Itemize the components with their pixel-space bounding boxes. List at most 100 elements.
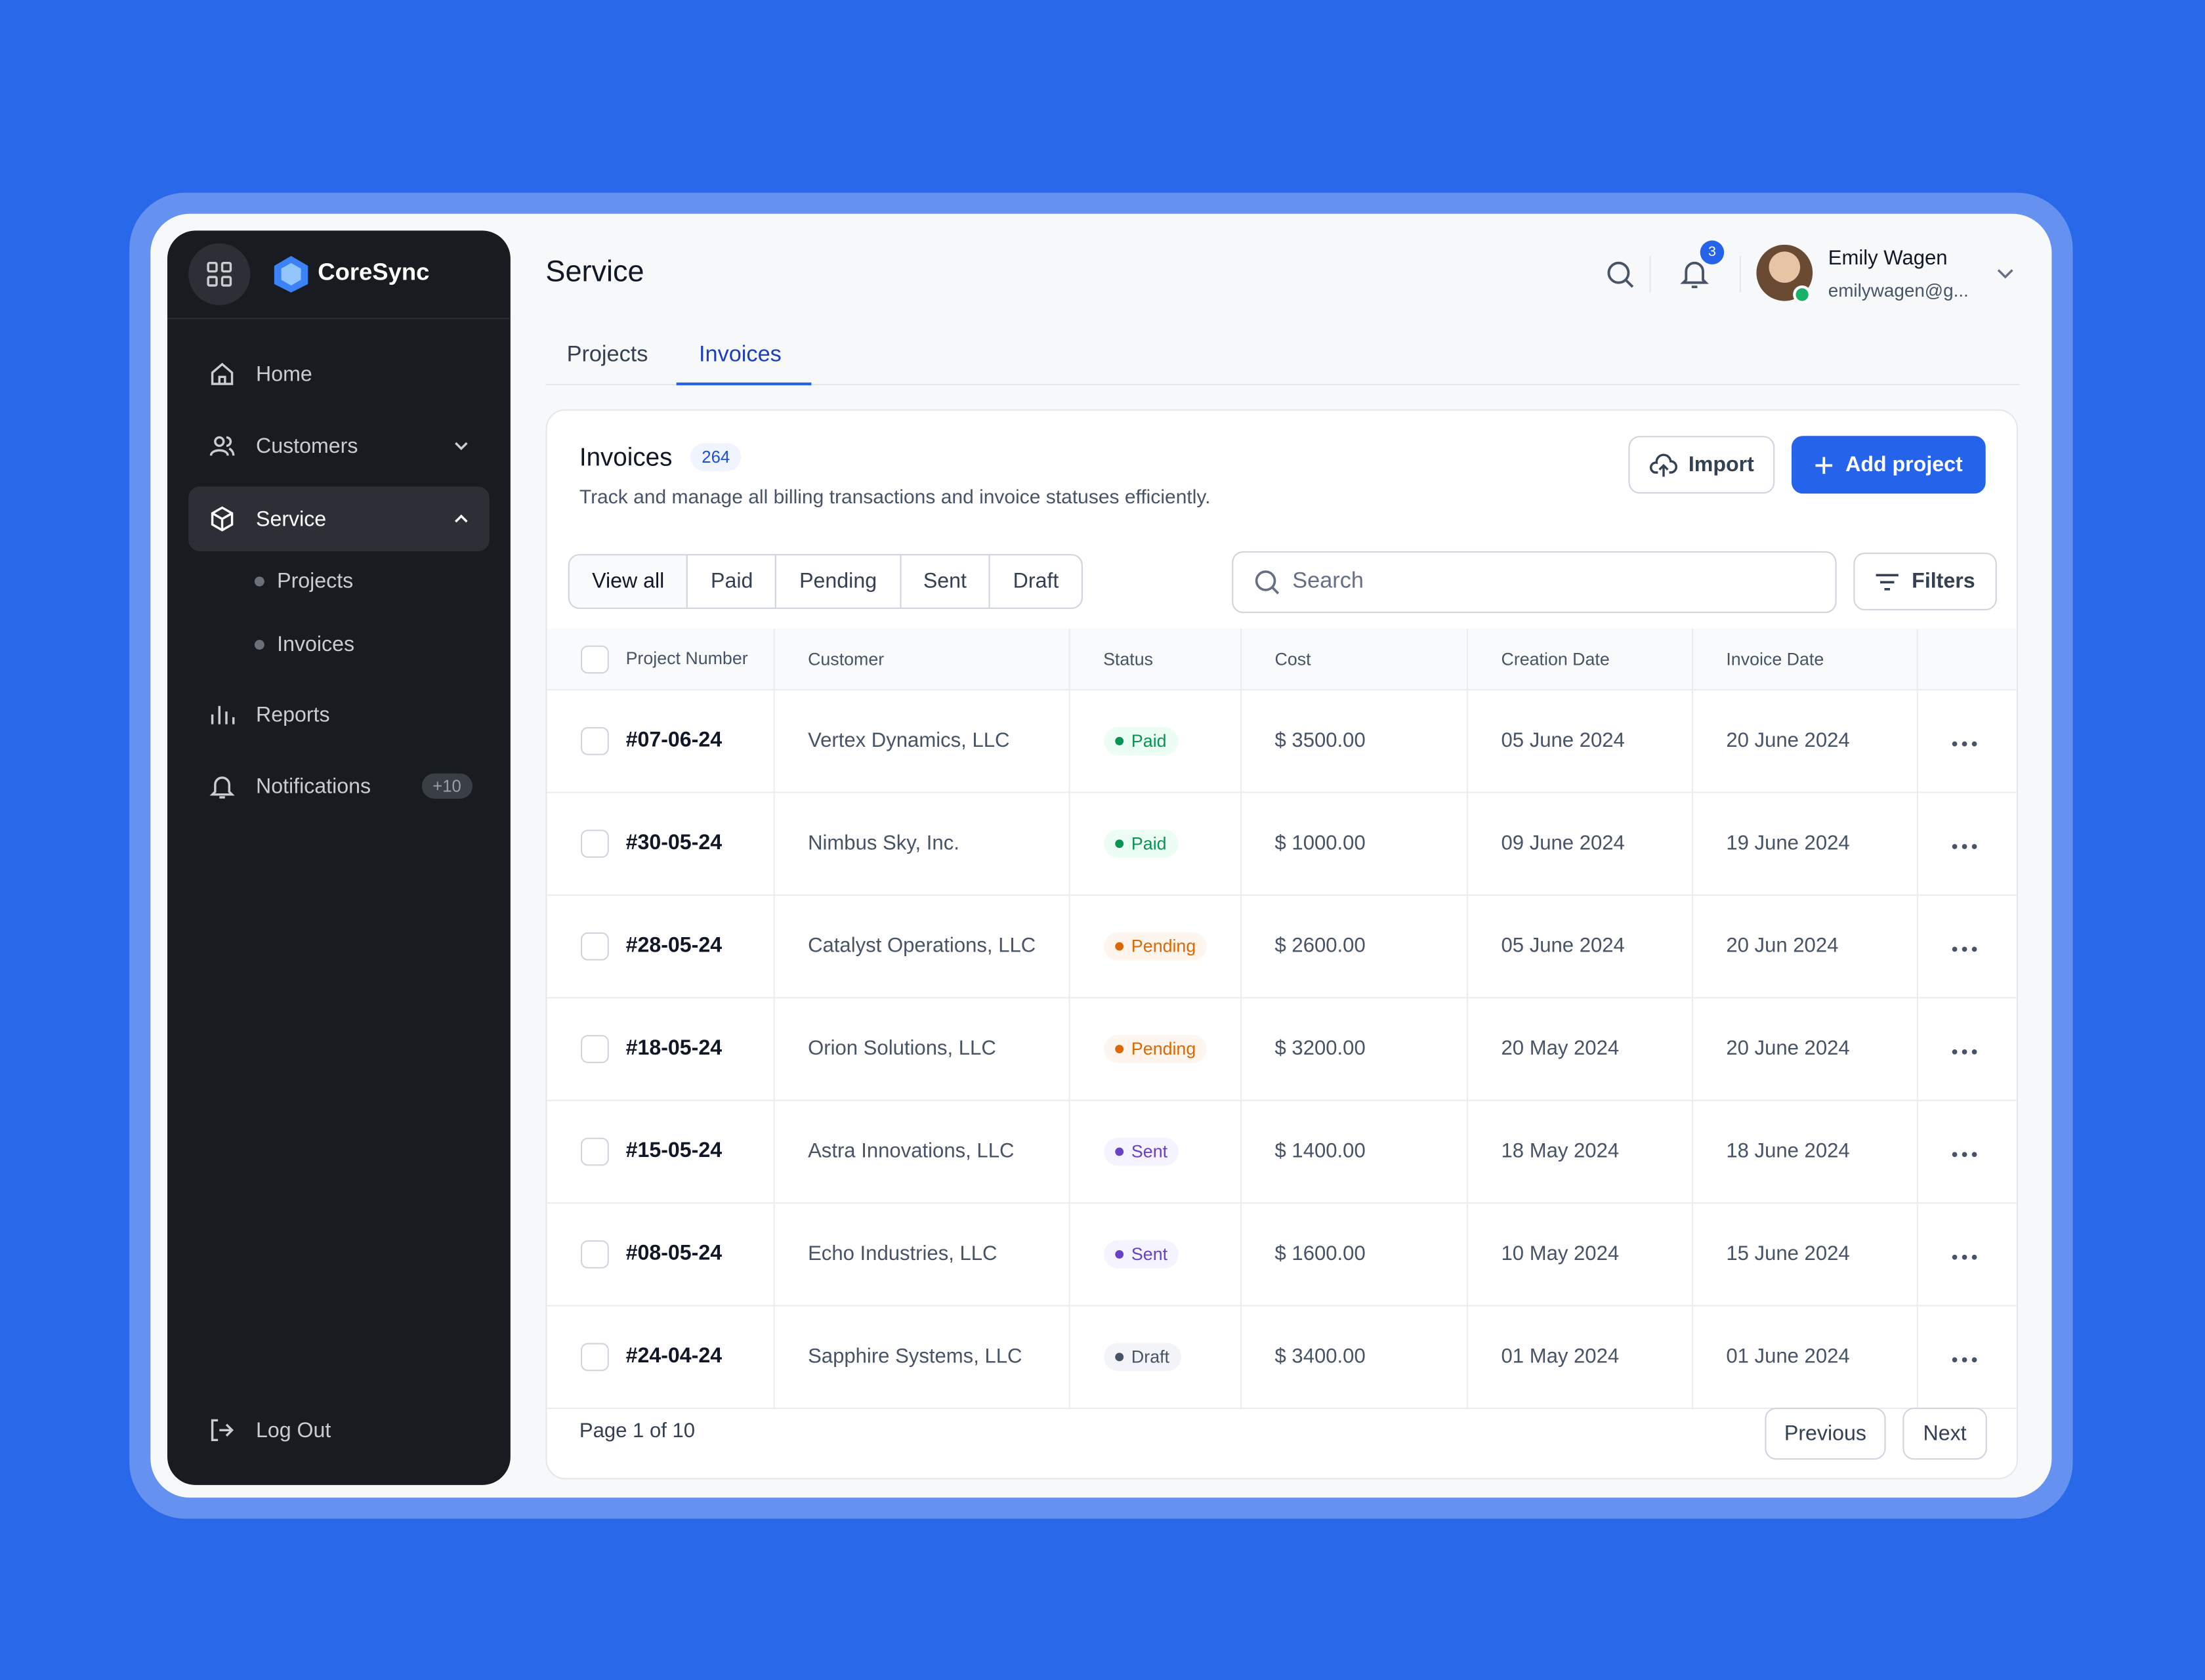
cell-text: $ 2600.00	[1274, 935, 1366, 958]
column-label: Creation Date	[1501, 648, 1610, 669]
checkbox[interactable]	[581, 1240, 609, 1269]
project-number: #08-05-24	[625, 1241, 723, 1266]
filters-button[interactable]: Filters	[1853, 553, 1997, 610]
filter-option[interactable]: Pending	[777, 555, 901, 608]
bell-icon[interactable]	[1679, 257, 1710, 291]
table-cell: 05 June 2024	[1467, 894, 1692, 999]
add-project-button[interactable]: Add project	[1792, 436, 1986, 494]
table-cell: 05 June 2024	[1467, 690, 1692, 793]
cell-text: Astra Innovations, LLC	[808, 1140, 1015, 1164]
status-pill: Sent	[1103, 1240, 1179, 1269]
tab-active[interactable]: Invoices	[699, 343, 782, 368]
column-label: Project Number	[625, 648, 748, 668]
project-number: #28-05-24	[625, 933, 723, 957]
table-row: #24-04-24 Sapphire Systems, LLC Draft $ 340…	[547, 1305, 2017, 1410]
row-actions[interactable]	[1951, 1254, 1977, 1260]
nav-reports[interactable]: Reports	[188, 682, 490, 747]
checkbox[interactable]	[581, 1035, 609, 1063]
nav-label: Home	[256, 362, 312, 387]
column-header: Customer	[773, 628, 1070, 691]
checkbox[interactable]	[581, 830, 609, 858]
row-actions[interactable]	[1951, 844, 1977, 850]
status-pill: Draft	[1103, 1343, 1181, 1372]
status-label: Sent	[1131, 1244, 1168, 1265]
panel-description: Track and manage all billing transaction…	[579, 485, 1211, 508]
import-button[interactable]: Import	[1628, 436, 1775, 494]
previous-button[interactable]: Previous	[1765, 1408, 1886, 1460]
table-cell: $ 1000.00	[1240, 792, 1468, 896]
project-number: #30-05-24	[625, 831, 723, 855]
table-cell: 09 June 2024	[1467, 792, 1692, 896]
button-label: Filters	[1912, 569, 1975, 594]
table-cell	[1916, 690, 2017, 793]
row-actions[interactable]	[1951, 946, 1977, 952]
table-cell: 18 June 2024	[1691, 1100, 1918, 1204]
nav-badge: +10	[421, 773, 472, 799]
status-label: Draft	[1131, 1347, 1169, 1367]
filter-option[interactable]: Paid	[688, 555, 777, 608]
row-actions[interactable]	[1951, 1357, 1977, 1363]
project-number: #07-06-24	[625, 728, 723, 753]
search-icon[interactable]	[1605, 259, 1635, 289]
nav-customers[interactable]: Customers	[188, 413, 490, 478]
page-indicator: Page 1 of 10	[579, 1420, 696, 1443]
cell-text: $ 1600.00	[1274, 1243, 1366, 1266]
header-row: Project Number Customer Status Cost Creation…	[547, 628, 2017, 691]
invoice-table: Project Number Customer Status Cost Creation…	[547, 628, 2017, 1410]
table-cell: #28-05-24	[547, 894, 774, 999]
cell-text: 05 June 2024	[1501, 730, 1625, 753]
table-cell: Echo Industries, LLC	[773, 1203, 1070, 1307]
logout[interactable]: Log Out	[188, 1398, 490, 1463]
nav-sub-invoices[interactable]: Invoices	[254, 633, 355, 657]
checkbox[interactable]	[581, 1137, 609, 1166]
nav-sub-projects[interactable]: Projects	[254, 570, 353, 593]
search-box[interactable]: Search	[1232, 551, 1837, 614]
filter-option[interactable]: Sent	[901, 555, 991, 608]
checkbox[interactable]	[581, 1343, 609, 1372]
table-row: #18-05-24 Orion Solutions, LLC Pending $ 32…	[547, 998, 2017, 1101]
nav-label: Invoices	[277, 633, 355, 657]
cell-text: 05 June 2024	[1501, 935, 1625, 958]
status-label: Paid	[1131, 833, 1167, 854]
checkbox[interactable]	[581, 644, 609, 673]
table-cell: $ 1400.00	[1240, 1100, 1468, 1204]
checkbox[interactable]	[581, 726, 609, 755]
nav-notifications[interactable]: Notifications +10	[188, 754, 490, 819]
column-header: Project Number	[547, 628, 774, 691]
menu-button[interactable]	[188, 243, 251, 305]
table-cell: #18-05-24	[547, 998, 774, 1101]
table-cell: Sent	[1068, 1203, 1242, 1307]
cell-text: 18 May 2024	[1501, 1140, 1620, 1164]
table-cell: 01 May 2024	[1467, 1305, 1692, 1410]
column-label: Customer	[808, 648, 885, 669]
filter-option[interactable]: Draft	[1013, 569, 1059, 594]
cell-text: 20 June 2024	[1726, 1038, 1850, 1060]
checkbox[interactable]	[581, 932, 609, 961]
table-row: #28-05-24 Catalyst Operations, LLC Pending…	[547, 894, 2017, 999]
tab[interactable]: Projects	[566, 343, 648, 368]
filter-option[interactable]: View all	[569, 555, 688, 608]
nav-label: Service	[256, 507, 327, 531]
table-cell: Orion Solutions, LLC	[773, 998, 1070, 1101]
row-actions[interactable]	[1951, 1049, 1977, 1055]
cell-text: 01 June 2024	[1726, 1345, 1850, 1368]
next-button[interactable]: Next	[1902, 1408, 1987, 1460]
nav-service[interactable]: Service	[188, 486, 490, 551]
cell-text: 18 June 2024	[1726, 1140, 1850, 1164]
nav-label: Customers	[256, 434, 358, 458]
table-cell	[1916, 1100, 2017, 1204]
cell-text: 20 Jun 2024	[1726, 935, 1839, 958]
row-actions[interactable]	[1951, 741, 1977, 747]
online-dot	[1793, 285, 1811, 304]
cell-text: 19 June 2024	[1726, 832, 1850, 855]
status-label: Paid	[1131, 731, 1167, 751]
status-pill: Sent	[1103, 1137, 1179, 1166]
row-actions[interactable]	[1951, 1152, 1977, 1158]
nav-home[interactable]: Home	[188, 342, 490, 407]
user-menu[interactable]	[1996, 266, 2015, 283]
cell-text: Nimbus Sky, Inc.	[808, 832, 959, 855]
divider	[167, 318, 511, 320]
cell-text: 09 June 2024	[1501, 832, 1625, 855]
status-pill: Pending	[1103, 932, 1208, 961]
